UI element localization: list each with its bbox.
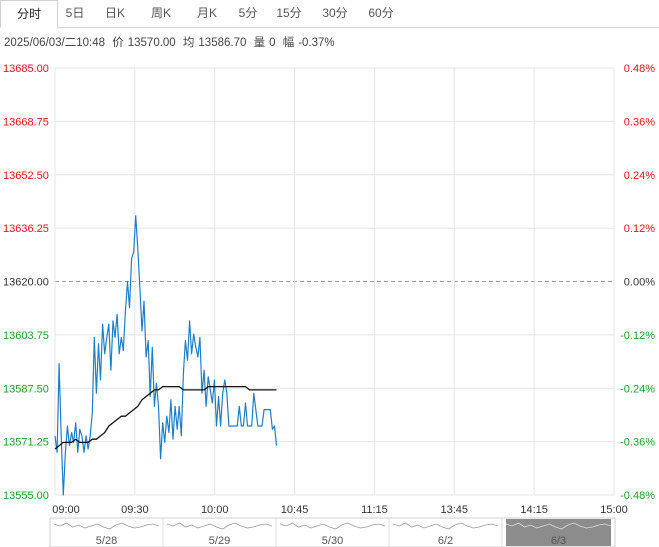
- price-tick-label: 13603.75: [3, 330, 49, 342]
- navigator-sparkline: [279, 522, 386, 530]
- percent-tick-label: -0.24%: [620, 383, 655, 395]
- navigator-date-label: 5/28: [96, 535, 117, 547]
- navigator-sparkline: [505, 522, 612, 530]
- info-chg: -0.37%: [298, 37, 335, 49]
- price-tick-label: 13652.50: [3, 170, 49, 182]
- chart-series: [54, 215, 278, 496]
- info-price: 13570.00: [127, 37, 176, 49]
- time-tick-label: 09:00: [52, 504, 80, 516]
- percent-tick-label: 0.36%: [624, 116, 655, 128]
- percent-tick-label: 0.00%: [624, 277, 655, 289]
- chart-grid: [54, 67, 615, 496]
- percent-tick-label: -0.12%: [620, 330, 655, 342]
- info-avg: 13586.70: [198, 37, 247, 49]
- tab-6[interactable]: 15分: [276, 6, 302, 20]
- time-tick-label: 09:30: [121, 504, 149, 516]
- intraday-chart[interactable]: 13685.00 13668.75 13652.50 13636.25 13620.00…: [0, 55, 659, 547]
- info-vol-label: 量: [253, 37, 266, 49]
- price-tick-label: 13587.50: [3, 383, 49, 395]
- percent-tick-label: 0.12%: [624, 223, 655, 235]
- price-tick-label: 13636.25: [3, 223, 49, 235]
- navigator-selection: [506, 519, 611, 546]
- time-tick-label: 10:00: [201, 504, 229, 516]
- tab-5[interactable]: 5分: [238, 6, 258, 20]
- info-vol: 0: [269, 37, 276, 49]
- percent-tick-label: -0.48%: [620, 490, 655, 502]
- price-tick-label: 13555.00: [3, 490, 49, 502]
- price-tick-label: 13620.00: [3, 277, 49, 289]
- date-navigator[interactable]: 5/28 5/29 5/30 6/2 6/3: [49, 517, 616, 547]
- navigator-date-label: 6/3: [551, 535, 566, 547]
- info-price-label: 价: [112, 37, 124, 49]
- price-tick-label: 13668.75: [3, 116, 49, 128]
- tab-2[interactable]: 日K: [104, 6, 125, 20]
- price-tick-label: 13685.00: [3, 63, 49, 75]
- info-avg-label: 均: [182, 37, 195, 49]
- tab-0[interactable]: 分时: [0, 0, 58, 28]
- price-axis: 13685.00 13668.75 13652.50 13636.25 13620.00…: [3, 63, 49, 502]
- navigator-date-label: 6/2: [438, 535, 453, 547]
- time-tick-label: 10:45: [281, 504, 309, 516]
- period-tab-bar: 分时 5日 日K 周K 月K 5分 15分 30分 60分: [0, 0, 659, 28]
- price-tick-label: 13571.25: [3, 437, 49, 449]
- percent-tick-label: 0.24%: [624, 170, 655, 182]
- navigator-date-label: 5/29: [209, 535, 230, 547]
- tab-1[interactable]: 5日: [65, 6, 85, 20]
- percent-tick-label: 0.48%: [624, 63, 655, 75]
- percent-tick-label: -0.36%: [620, 437, 655, 449]
- tab-7[interactable]: 30分: [322, 6, 348, 20]
- info-datetime: 2025/06/03/二10:48: [4, 37, 106, 49]
- navigator-sparkline: [166, 522, 273, 530]
- time-axis: 09:00 09:30 10:00 10:45 11:15 13:45 14:15 15:00: [52, 504, 628, 516]
- time-tick-label: 14:15: [520, 504, 548, 516]
- percent-axis: 0.48% 0.36% 0.24% 0.12% 0.00% -0.12% -0.24% -0.…: [620, 63, 655, 502]
- price-line: [54, 215, 278, 496]
- navigator-date-label: 5/30: [322, 535, 343, 547]
- time-tick-label: 11:15: [361, 504, 388, 516]
- tab-8[interactable]: 60分: [368, 6, 394, 20]
- tab-4[interactable]: 月K: [196, 6, 217, 20]
- tab-3[interactable]: 周K: [150, 6, 171, 20]
- navigator-sparkline: [53, 522, 160, 530]
- navigator-sparkline: [392, 522, 499, 530]
- time-tick-label: 13:45: [441, 504, 469, 516]
- time-tick-label: 15:00: [600, 504, 628, 516]
- average-line: [54, 385, 277, 450]
- info-chg-label: 幅: [282, 37, 295, 49]
